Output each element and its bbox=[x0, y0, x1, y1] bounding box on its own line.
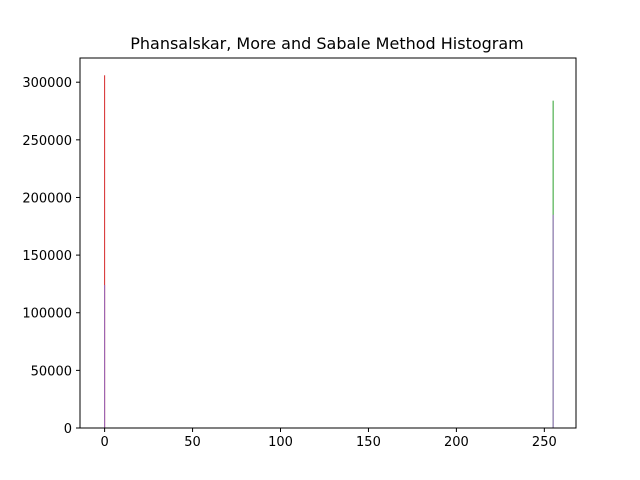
x-tick-label-0: 0 bbox=[100, 435, 108, 450]
x-tick-label-2: 100 bbox=[268, 435, 293, 450]
y-tick-label-0: 0 bbox=[64, 422, 72, 437]
y-tick-label-1: 50000 bbox=[31, 364, 72, 379]
y-tick-label-3: 150000 bbox=[22, 249, 72, 264]
x-tick-label-4: 200 bbox=[444, 435, 469, 450]
bar-series-2-point-1 bbox=[552, 214, 554, 428]
y-axis: 0 50000 100000 150000 200000 250000 300000 bbox=[22, 76, 80, 437]
x-tick-label-3: 150 bbox=[356, 435, 381, 450]
y-tick-label-6: 300000 bbox=[22, 76, 72, 91]
x-tick-label-5: 250 bbox=[532, 435, 557, 450]
y-tick-label-4: 200000 bbox=[22, 191, 72, 206]
bar-series-2-point-0 bbox=[104, 285, 106, 428]
bar-series-1-point-0 bbox=[104, 75, 106, 428]
bars-group bbox=[104, 75, 554, 429]
x-axis: 0 50 100 150 200 250 bbox=[100, 428, 557, 450]
y-tick-label-5: 250000 bbox=[22, 134, 72, 149]
chart-title: Phansalskar, More and Sabale Method Hist… bbox=[130, 34, 524, 53]
y-tick-label-2: 100000 bbox=[22, 307, 72, 322]
plot-frame bbox=[79, 57, 577, 429]
x-tick-label-1: 50 bbox=[184, 435, 201, 450]
